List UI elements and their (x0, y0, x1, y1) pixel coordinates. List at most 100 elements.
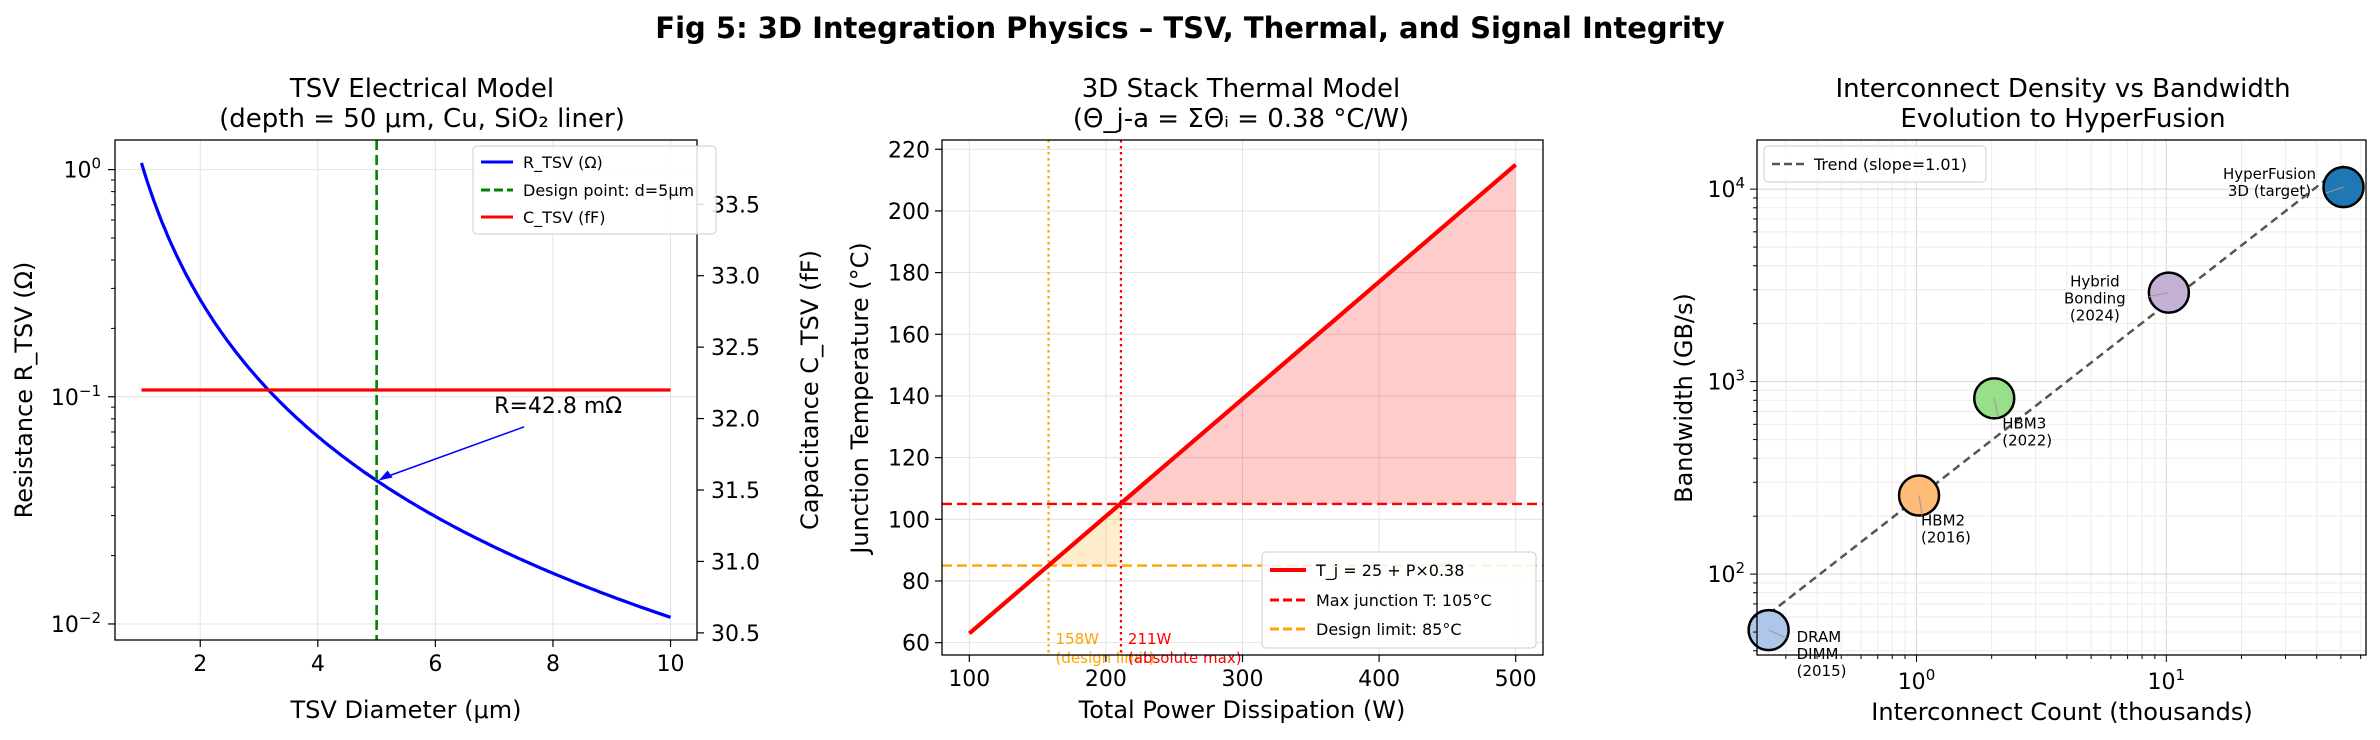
chart1-frame (114, 139, 698, 641)
chart2-title-line1: 3D Stack Thermal Model (1082, 74, 1400, 104)
chart3-point-leader (1918, 495, 1923, 516)
chart1-annotation-arrowhead (378, 470, 393, 481)
chart1-x-tick-label: 8 (546, 652, 560, 677)
interconnect-chart: Interconnect Density vs Bandwidth Evolut… (1670, 74, 2367, 726)
chart2-x-tick-label: 200 (1085, 667, 1127, 692)
chart1-y-tick-label: 10−1 (51, 382, 101, 411)
chart3-point-label: (2015) (1797, 662, 1847, 680)
chart1-xlabel: TSV Diameter (μm) (290, 696, 522, 724)
chart1-x-tick-label: 10 (657, 652, 685, 677)
chart3-point-label: Hybrid (2070, 273, 2120, 291)
chart3-frame (1756, 139, 2367, 656)
chart1-annotation-label: R=42.8 mΩ (494, 394, 622, 419)
chart3-legend-box (1763, 145, 1987, 183)
chart2-legend-box (1261, 551, 1537, 649)
chart1-ylabel: Resistance R_TSV (Ω) (10, 262, 38, 519)
chart2-plot-area: 158W(design limit)211W(absolute max) (942, 140, 1543, 667)
chart1-r-tsv-line (139, 162, 672, 619)
chart1-y-tick-label: 10−2 (51, 609, 101, 638)
chart1-y2-tick-label: 32.0 (711, 408, 760, 433)
chart2-title-line2: (Θ_j-a = ΣΘᵢ = 0.38 °C/W) (1073, 104, 1409, 134)
chart3-point-label: HBM3 (2002, 414, 2046, 432)
chart1-title-line2: (depth = 50 μm, Cu, SiO₂ liner) (219, 104, 625, 134)
chart2-power-limit-value: 211W (1128, 630, 1172, 648)
chart2-y-tick-label: 140 (888, 385, 930, 410)
chart1-x-tick-label: 6 (428, 652, 442, 677)
chart3-axes: 100 101 102 103 104 (1707, 174, 2362, 695)
chart3-grid (1757, 140, 2366, 655)
chart1-y-tick-label: 100 (63, 155, 101, 184)
chart2-x-tick-label: 400 (1358, 667, 1400, 692)
chart1-legend: R_TSV (Ω) Design point: d=5μm C_TSV (fF) (472, 145, 717, 235)
chart2-y-tick-label: 60 (902, 632, 930, 657)
chart1-y2-tick-label: 30.5 (711, 622, 760, 647)
chart2-x-tick-label: 100 (948, 667, 990, 692)
chart2-legend-max: Max junction T: 105°C (1316, 591, 1492, 610)
chart2-y-tick-label: 100 (888, 508, 930, 533)
chart3-y-tick-label: 104 (1707, 174, 1745, 203)
thermal-chart: 3D Stack Thermal Model (Θ_j-a = ΣΘᵢ = 0.… (846, 74, 1544, 724)
chart1-legend-c: C_TSV (fF) (523, 208, 605, 228)
chart1-y2-tick-label: 31.0 (711, 550, 760, 575)
chart1-x-tick-label: 2 (193, 652, 207, 677)
chart1-legend-r: R_TSV (Ω) (523, 153, 603, 173)
chart1-plot-area: R=42.8 mΩ (139, 140, 672, 640)
chart2-power-limit-value: 158W (1056, 630, 1100, 648)
chart3-point-label: HyperFusion (2223, 165, 2316, 183)
chart2-x-tick-label: 300 (1222, 667, 1264, 692)
chart1-title-line1: TSV Electrical Model (289, 74, 554, 104)
chart2-y-tick-label: 120 (888, 447, 930, 472)
chart3-xlabel: Interconnect Count (thousands) (1871, 698, 2252, 726)
chart1-annotation-arrow (381, 426, 525, 480)
chart2-x-tick-label: 500 (1495, 667, 1537, 692)
chart3-point-label: Bonding (2064, 290, 2126, 308)
chart3-y-tick-label: 102 (1707, 559, 1745, 588)
chart3-point-label: (2024) (2070, 307, 2120, 325)
chart2-y-tick-label: 200 (888, 200, 930, 225)
chart3-point-leader (2325, 186, 2344, 194)
chart1-y2-tick-label: 33.0 (711, 265, 760, 290)
chart2-tj-line (967, 163, 1518, 636)
chart3-legend: Trend (slope=1.01) (1763, 145, 1987, 183)
chart3-y-tick-label: 103 (1707, 367, 1745, 396)
chart2-axes: 100 200 300 400 500 60 80 100 120 140 160 180 200 220 (888, 138, 1537, 692)
chart3-point-leader (2148, 292, 2169, 298)
chart2-y-tick-label: 220 (888, 138, 930, 163)
chart3-point-label: (2016) (1921, 529, 1971, 547)
chart1-y2-tick-label: 33.5 (711, 193, 760, 218)
chart3-title-line2: Evolution to HyperFusion (1900, 104, 2225, 134)
chart3-ylabel: Bandwidth (GB/s) (1670, 293, 1698, 503)
tsv-electrical-chart: TSV Electrical Model (depth = 50 μm, Cu,… (10, 74, 824, 724)
chart3-point-label: DIMM (1797, 645, 1839, 663)
chart2-legend: T_j = 25 + P×0.38 Max junction T: 105°C … (1261, 551, 1537, 649)
chart3-trend-line (1767, 164, 2345, 616)
chart3-x-tick-label: 101 (2148, 666, 2186, 695)
chart1-axes: 2 4 6 8 10 10−2 10−1 100 30.5 31.0 31.5 32.0 32.5 33.… (51, 155, 760, 677)
chart1-y2label: Capacitance C_TSV (fF) (796, 250, 824, 530)
chart3-point-leader (1768, 629, 1787, 639)
chart2-power-limit-note: (design limit) (1056, 649, 1155, 667)
chart2-legend-limit: Design limit: 85°C (1316, 620, 1462, 639)
chart1-legend-design: Design point: d=5μm (523, 181, 694, 200)
chart3-point-leader (1993, 398, 1999, 418)
chart2-y-tick-label: 160 (888, 323, 930, 348)
chart1-x-tick-label: 4 (311, 652, 325, 677)
chart2-y-tick-label: 80 (902, 570, 930, 595)
chart2-ylabel: Junction Temperature (°C) (846, 242, 874, 555)
figure-title: Fig 5: 3D Integration Physics – TSV, The… (655, 11, 1724, 45)
chart1-y2-tick-label: 32.5 (711, 336, 760, 361)
chart3-x-tick-label: 100 (1898, 666, 1936, 695)
chart3-point-label: HBM2 (1921, 512, 1965, 530)
chart3-point-label: 3D (target) (2228, 182, 2311, 200)
chart2-y-tick-label: 180 (888, 262, 930, 287)
chart3-point-label: DRAM (1797, 628, 1842, 646)
chart2-legend-tj: T_j = 25 + P×0.38 (1315, 561, 1464, 581)
chart3-point-label: (2022) (2002, 431, 2052, 449)
chart1-legend-box (472, 145, 717, 235)
chart3-legend-trend: Trend (slope=1.01) (1813, 155, 1967, 174)
chart1-y2-tick-label: 31.5 (711, 479, 760, 504)
chart2-xlabel: Total Power Dissipation (W) (1078, 696, 1406, 724)
chart3-title-line1: Interconnect Density vs Bandwidth (1835, 74, 2290, 104)
